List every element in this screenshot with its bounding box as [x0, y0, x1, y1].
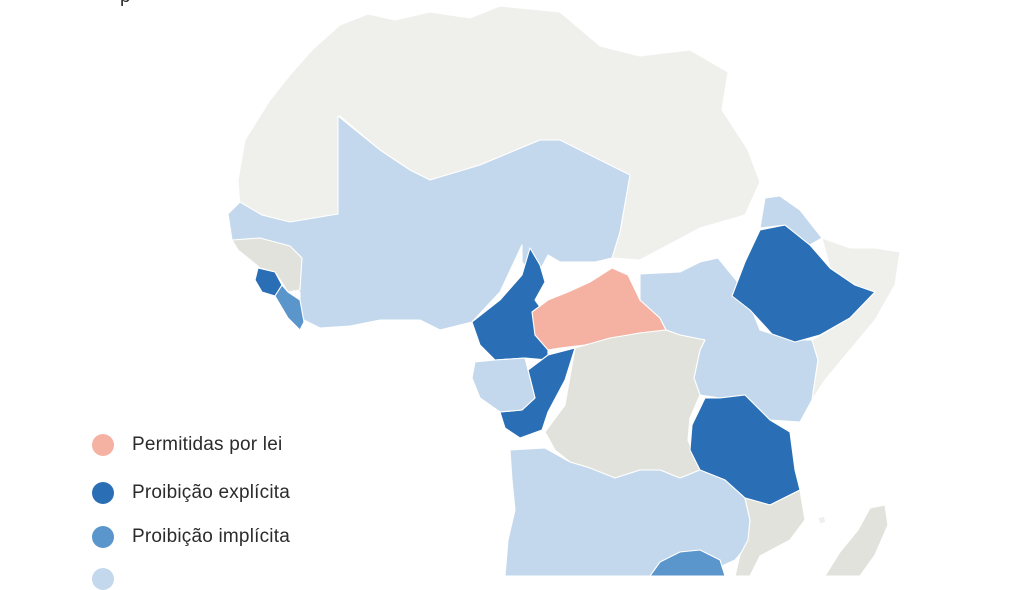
- legend-dot-other: [92, 568, 114, 590]
- africa-map: [227, 5, 901, 576]
- legend-label-permitted: Permitidas por lei: [132, 434, 283, 455]
- legend-item-implicit: Proibição implícita: [92, 526, 290, 548]
- legend-label-explicit: Proibição explícita: [132, 482, 290, 503]
- region-eritrea: [759, 195, 823, 246]
- legend-label-implicit: Proibição implícita: [132, 526, 290, 547]
- legend-dot-permitted: [92, 434, 114, 456]
- legend-item-other: [92, 568, 132, 590]
- region-mozambique: [734, 489, 806, 576]
- region-liberia: [274, 284, 305, 331]
- region-southern-africa: [504, 447, 751, 576]
- legend-dot-explicit: [92, 482, 114, 504]
- region-gabon: [471, 357, 536, 413]
- region-comoros: [817, 515, 827, 525]
- region-madagascar: [824, 504, 889, 576]
- legend-item-permitted: Permitidas por lei: [92, 434, 282, 456]
- legend-dot-implicit: [92, 526, 114, 548]
- legend-item-explicit: Proibição explícita: [92, 482, 290, 504]
- region-somalia: [811, 237, 901, 401]
- region-zimbabwe: [649, 549, 726, 576]
- title-fragment: p: [120, 0, 131, 8]
